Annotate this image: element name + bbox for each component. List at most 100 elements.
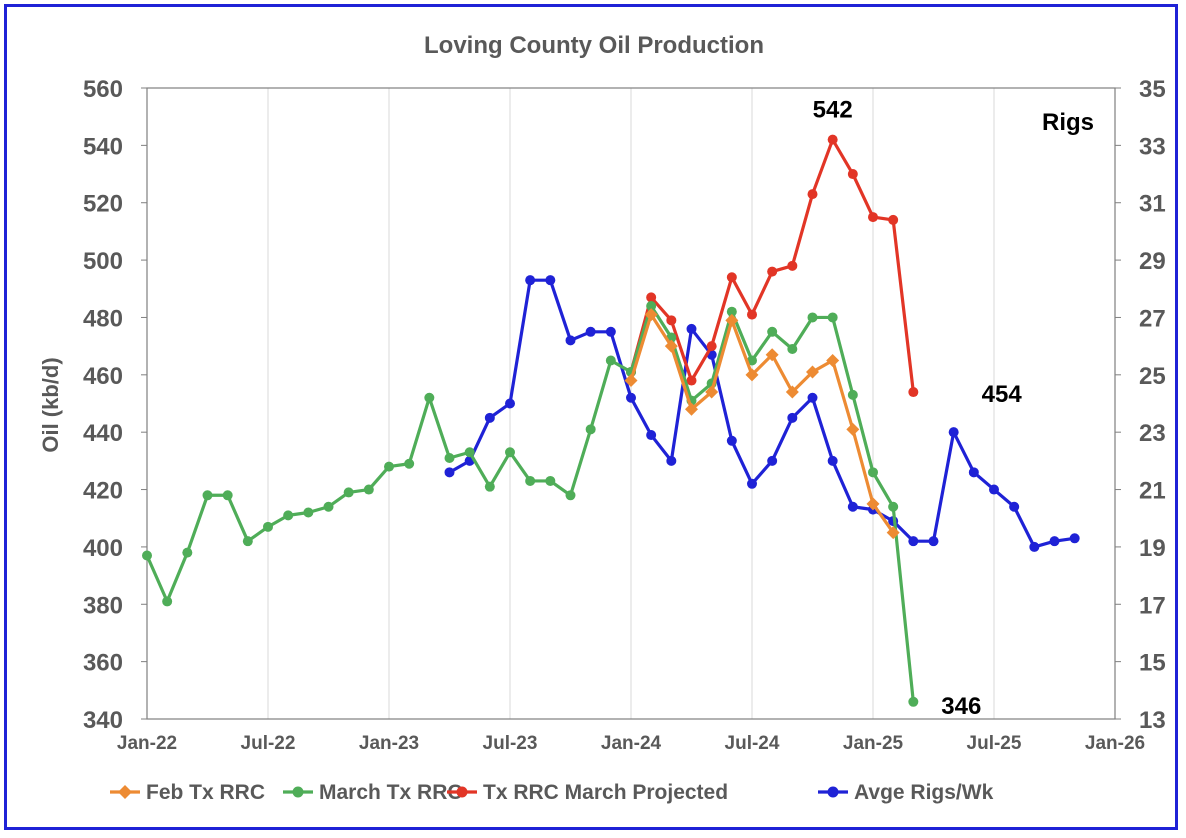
data-point [827,134,838,145]
x-tick-label: Jul-24 [725,733,780,754]
data-point [222,490,233,501]
data-point [767,455,778,466]
y-left-tick-label: 540 [83,133,123,160]
data-point [908,696,919,707]
data-point [646,300,657,311]
data-point [303,507,314,518]
series-line [448,278,1075,549]
legend-swatch-marker [292,786,304,798]
data-point [404,458,415,469]
data-point [646,292,657,303]
y-left-tick-label: 440 [83,420,123,447]
data-point [787,412,798,423]
data-point [908,536,919,547]
data-point [705,385,719,399]
y-right-tick-label: 15 [1139,650,1166,677]
data-point [525,275,536,286]
legend-entry-label: Feb Tx RRC [146,781,265,804]
data-point [605,326,616,337]
y-right-tick-label: 17 [1139,592,1166,619]
data-point [585,326,596,337]
data-point [807,189,818,200]
y-left-tick-label: 500 [83,248,123,275]
data-point [323,501,334,512]
data-point [846,422,860,436]
y-right-tick-label: 27 [1139,305,1166,332]
data-point [886,526,900,540]
data-point [706,341,717,352]
series-line [629,312,895,534]
annotation-label: 542 [813,97,853,124]
data-point [686,323,697,334]
plot-area [146,87,1116,720]
data-point [767,266,778,277]
y-right-tick-label: 25 [1139,363,1166,390]
x-tick-label: Jan-23 [359,733,419,754]
annotation-label: 454 [982,381,1023,408]
series-group [142,134,1080,707]
data-point [424,392,435,403]
data-point [685,402,698,416]
data-point [444,452,455,463]
data-point [725,313,739,327]
data-point [747,309,757,320]
data-point [624,374,638,388]
chart-title: Loving County Oil Production [424,32,764,59]
data-point [767,326,778,337]
data-point [785,385,799,399]
data-point [827,312,838,323]
data-point [747,355,757,366]
data-point [888,501,899,512]
data-point [343,487,354,498]
data-point [868,212,878,223]
x-tick-label: Jul-25 [967,733,1022,754]
data-point [787,344,798,355]
data-point [868,467,878,478]
data-point [162,596,173,607]
data-point [968,467,979,478]
data-point [283,510,294,521]
data-point [826,353,840,367]
data-point [545,275,556,286]
data-point [726,272,737,283]
data-point [565,490,576,501]
data-point [565,335,576,346]
legend-entry-label: Tx RRC March Projected [483,781,728,804]
data-point [242,536,253,547]
data-point [989,484,999,495]
y-left-tick-label: 520 [83,191,123,218]
x-tick-label: Jan-25 [843,733,904,754]
legend-swatch-marker [456,786,468,798]
y-left-tick-label: 480 [83,305,123,332]
data-point [626,392,636,403]
data-point [1029,541,1040,552]
y-left-tick-label: 380 [83,592,123,619]
data-point [908,387,919,398]
data-point [202,490,213,501]
chart-frame [4,4,1178,830]
x-tick-label: Jan-22 [117,733,177,754]
data-point [765,348,779,362]
y-right-tick-label: 35 [1139,76,1166,103]
legend-entry-label: Avge Rigs/Wk [854,781,994,804]
data-point [928,536,939,547]
x-tick-label: Jan-26 [1085,733,1145,754]
data-point [948,427,959,438]
data-point [484,481,495,492]
y-left-tick-label: 460 [83,363,123,390]
data-point [484,412,495,423]
data-point [745,368,759,382]
data-point [646,430,657,441]
y-left-tick-label: 560 [83,76,123,103]
y-right-tick-label: 23 [1139,420,1166,447]
data-point [827,455,838,466]
legend-entry-label: March Tx RRC [319,781,463,804]
annotation-label: 346 [941,693,981,720]
y-left-tick-label: 420 [83,478,123,505]
data-point [644,308,658,322]
data-point [726,306,737,317]
y-right-tick-label: 33 [1139,133,1166,160]
right-axis-label: Rigs [1042,109,1094,136]
gridlines [267,88,995,719]
data-point [726,435,737,446]
